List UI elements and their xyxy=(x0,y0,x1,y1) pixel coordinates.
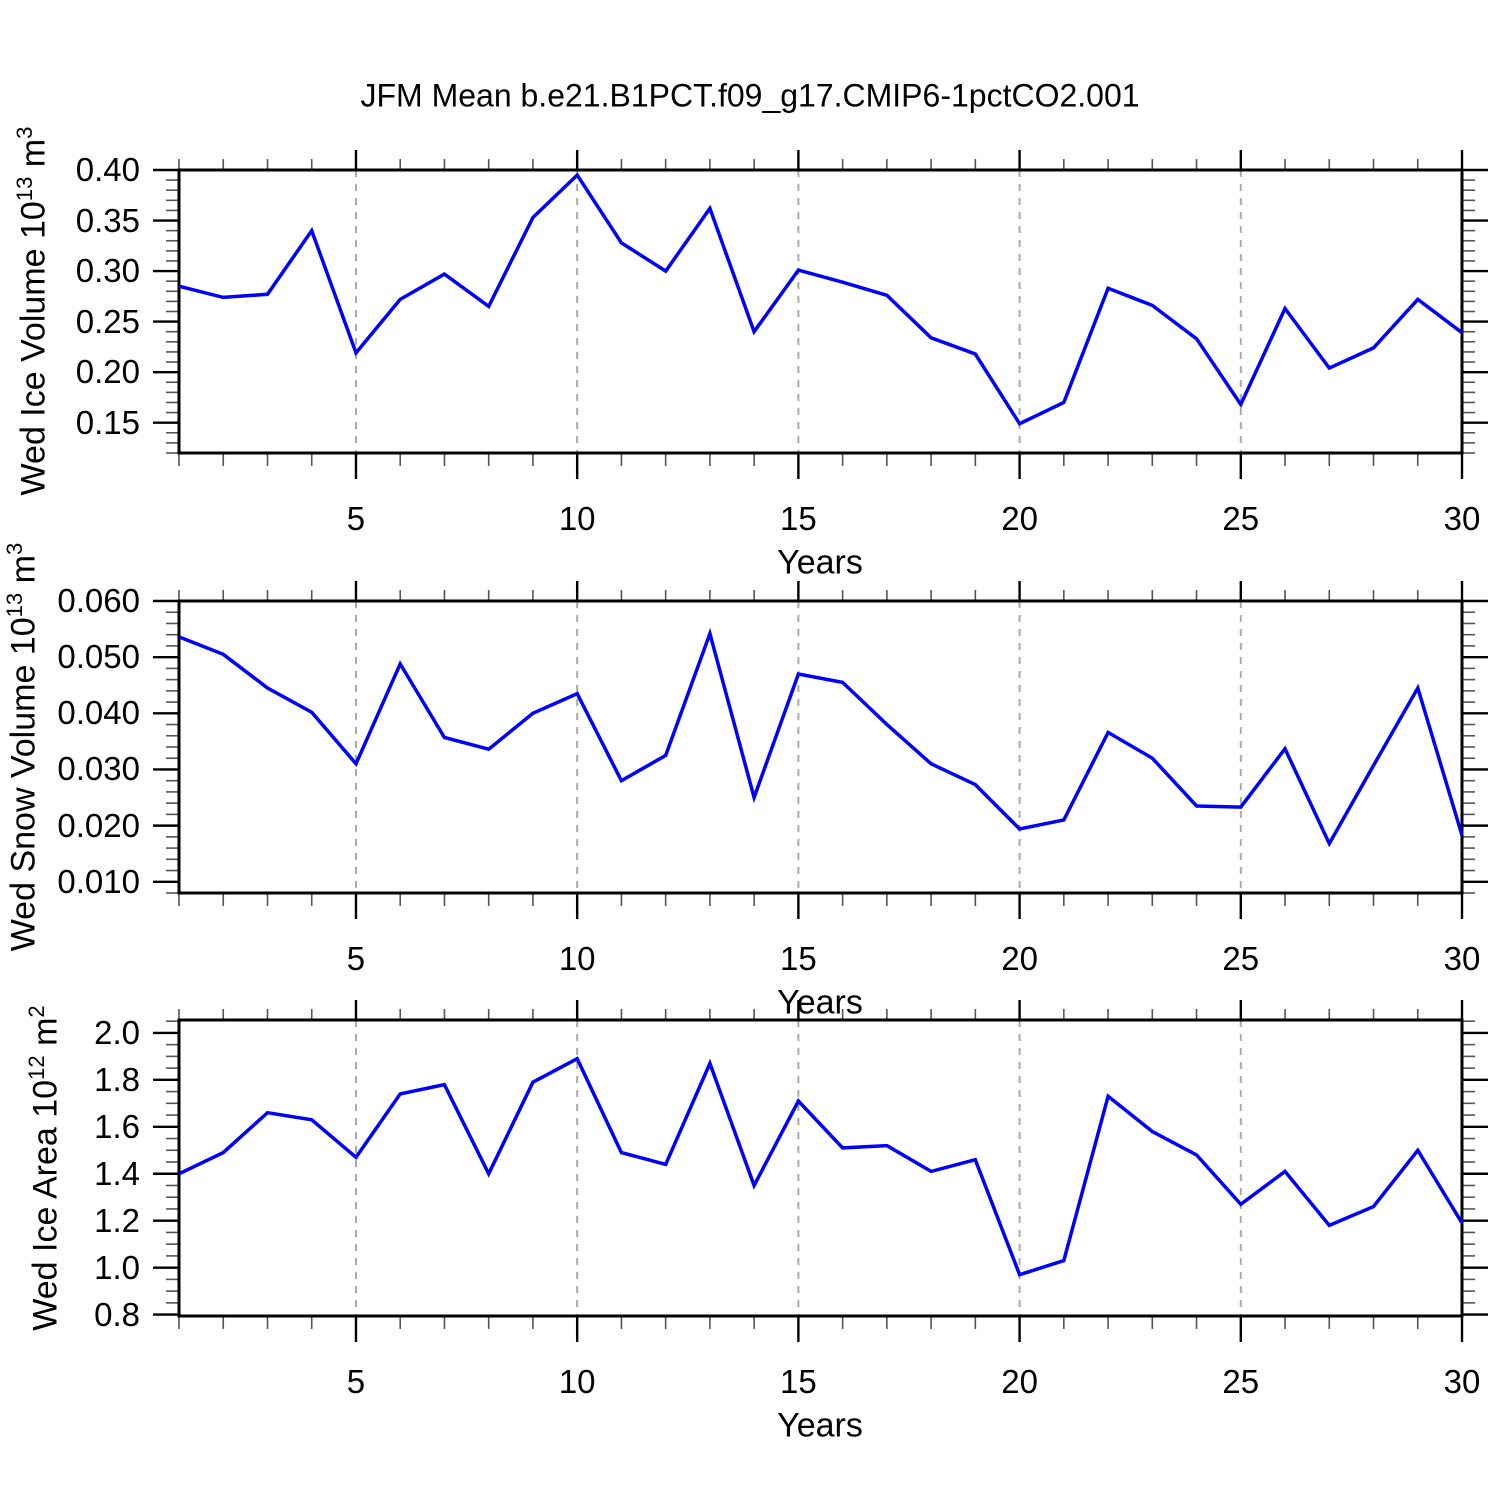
y-tick-label-wed-ice-volume: 0.30 xyxy=(75,252,140,290)
chart-title: JFM Mean b.e21.B1PCT.f09_g17.CMIP6-1pctC… xyxy=(360,77,1140,114)
x-axis-title-panel2: Years xyxy=(777,983,863,1022)
y-tick-label-wed-snow-volume: 0.040 xyxy=(57,694,140,732)
y-tick-label-wed-ice-area: 1.4 xyxy=(94,1154,140,1192)
y-tick-label-wed-ice-volume: 0.15 xyxy=(75,403,140,441)
y-axis-title-text: Wed Ice Volume 10 xyxy=(14,201,53,496)
y-tick-label-wed-ice-volume: 0.25 xyxy=(75,302,140,340)
y-axis-title-ice-area: Wed Ice Area 1012 m2 xyxy=(24,1005,66,1331)
y-axis-title-exponent: 12 xyxy=(24,1055,50,1080)
x-tick-label-wed-ice-volume: 30 xyxy=(1443,500,1481,537)
x-tick-label-wed-snow-volume: 15 xyxy=(780,940,817,977)
y-tick-label-wed-snow-volume: 0.050 xyxy=(57,638,140,676)
y-tick-label-wed-snow-volume: 0.030 xyxy=(57,750,140,788)
x-tick-label-wed-ice-volume: 5 xyxy=(346,500,366,537)
x-tick-label-wed-snow-volume: 25 xyxy=(1222,940,1260,977)
x-axis-title-panel3: Years xyxy=(777,1406,863,1445)
x-tick-label-wed-snow-volume: 10 xyxy=(558,940,596,977)
y-axis-title-unit-exponent: 2 xyxy=(24,1005,50,1018)
x-tick-label-wed-ice-area: 30 xyxy=(1443,1363,1481,1400)
x-tick-label-wed-ice-area: 5 xyxy=(346,1363,366,1400)
x-tick-label-wed-ice-area: 15 xyxy=(780,1363,817,1400)
y-axis-title-snow-volume: Wed Snow Volume 1013 m3 xyxy=(2,542,44,952)
y-axis-title-text: Wed Ice Area 10 xyxy=(26,1079,65,1331)
y-axis-title-exponent: 13 xyxy=(2,592,28,618)
y-axis-title-unit-exponent: 3 xyxy=(2,542,28,556)
y-axis-title-text: Wed Snow Volume 10 xyxy=(4,617,43,952)
y-axis-title-unit: m xyxy=(26,1017,65,1056)
data-line-wed-ice-area xyxy=(178,1056,1464,1277)
y-axis-title-unit: m xyxy=(4,555,43,593)
y-axis-title-exponent: 13 xyxy=(12,176,38,202)
x-tick-label-wed-snow-volume: 5 xyxy=(346,940,366,977)
y-tick-label-wed-snow-volume: 0.010 xyxy=(57,862,140,900)
y-tick-label-wed-ice-area: 1.6 xyxy=(94,1107,140,1145)
x-tick-label-wed-snow-volume: 30 xyxy=(1443,940,1481,977)
y-tick-label-wed-ice-volume: 0.40 xyxy=(75,151,140,188)
y-tick-label-wed-snow-volume: 0.020 xyxy=(57,806,140,844)
y-axis-title-unit: m xyxy=(14,138,53,177)
y-tick-label-wed-snow-volume: 0.060 xyxy=(57,582,140,619)
y-axis-title-unit-exponent: 3 xyxy=(12,126,38,139)
y-tick-label-wed-ice-volume: 0.35 xyxy=(75,201,140,239)
x-tick-label-wed-ice-volume: 10 xyxy=(558,500,596,537)
x-tick-label-wed-ice-area: 25 xyxy=(1222,1363,1260,1400)
x-tick-label-wed-ice-volume: 15 xyxy=(780,500,817,537)
data-line-wed-ice-volume xyxy=(178,172,1464,426)
y-tick-label-wed-ice-volume: 0.20 xyxy=(75,353,140,391)
plot-frame-wed-snow-volume xyxy=(177,599,1464,895)
x-tick-label-wed-snow-volume: 20 xyxy=(1001,940,1038,977)
x-tick-label-wed-ice-area: 10 xyxy=(558,1363,596,1400)
y-tick-label-wed-ice-area: 1.8 xyxy=(94,1060,140,1098)
y-tick-label-wed-ice-area: 1.0 xyxy=(94,1248,140,1286)
plot-frame-wed-ice-area xyxy=(177,1018,1464,1318)
y-tick-label-wed-ice-area: 2.0 xyxy=(94,1013,140,1051)
x-tick-label-wed-ice-volume: 20 xyxy=(1001,500,1038,537)
plot-frame-wed-ice-volume xyxy=(177,168,1464,455)
x-tick-label-wed-ice-volume: 25 xyxy=(1222,500,1260,537)
y-tick-label-wed-ice-area: 0.8 xyxy=(94,1295,140,1333)
x-axis-title-panel1: Years xyxy=(777,543,863,582)
data-line-wed-snow-volume xyxy=(178,627,1464,848)
x-tick-label-wed-ice-area: 20 xyxy=(1001,1363,1038,1400)
y-axis-title-ice-volume: Wed Ice Volume 1013 m3 xyxy=(12,126,54,496)
y-tick-label-wed-ice-area: 1.2 xyxy=(94,1201,140,1239)
